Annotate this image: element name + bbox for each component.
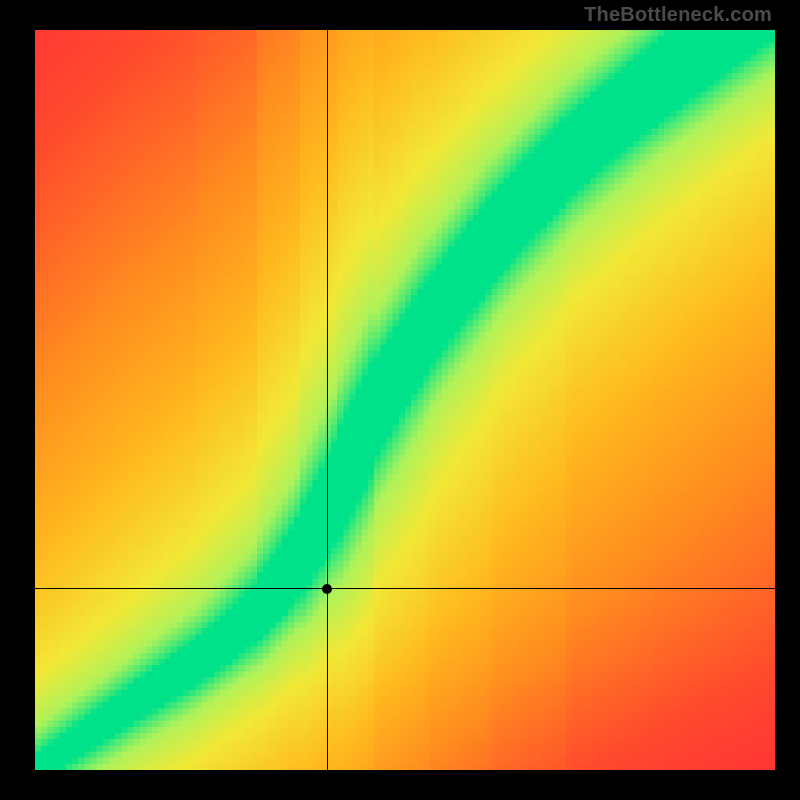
crosshair-horizontal: [35, 588, 775, 589]
crosshair-vertical: [327, 30, 328, 770]
crosshair-dot: [322, 584, 332, 594]
root: { "watermark": { "text": "TheBottleneck.…: [0, 0, 800, 800]
watermark-text: TheBottleneck.com: [584, 4, 772, 27]
bottleneck-heatmap: [35, 30, 775, 770]
